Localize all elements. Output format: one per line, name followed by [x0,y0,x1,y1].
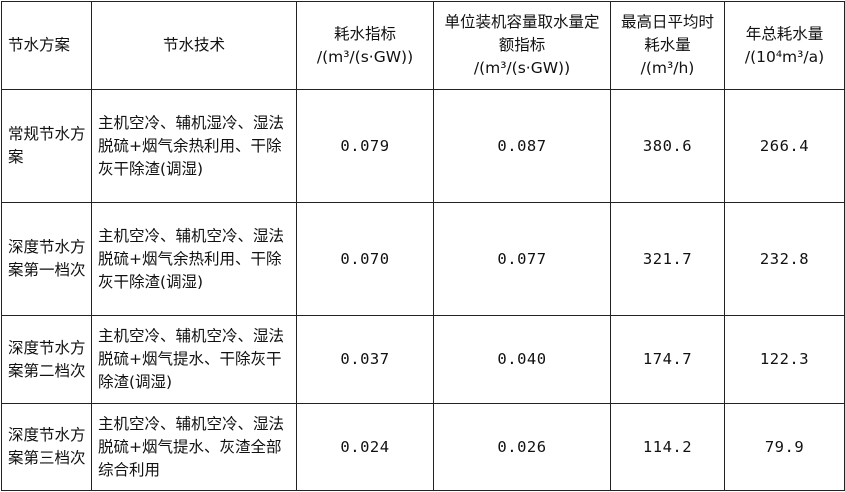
header-annual: 年总耗水量 /(10⁴m³/a) [724,1,845,90]
header-quota-label: 单位装机容量取水量定额指标 [444,13,600,54]
water-index-cell: 0.079 [296,89,434,203]
header-row: 节水方案 节水技术 耗水指标 /(m³/(s·GW)) 单位装机容量取水量定额指… [1,1,845,90]
table-row: 深度节水方案第三档次 主机空冷、辅机空冷、湿法脱硫+烟气提水、灰渣全部综合利用 … [1,403,845,491]
plan-cell: 深度节水方案第一档次 [1,202,92,316]
peak-hourly-cell: 114.2 [610,403,725,491]
header-quota: 单位装机容量取水量定额指标 /(m³/(s·GW)) [433,1,611,90]
header-annual-label: 年总耗水量 [745,24,824,43]
header-tech-label: 节水技术 [162,36,225,54]
plan-cell: 深度节水方案第二档次 [1,315,92,404]
header-tech: 节水技术 [91,1,297,90]
table-row: 深度节水方案第二档次 主机空冷、辅机空冷、湿法脱硫+烟气提水、干除灰干除渣(调湿… [1,315,845,404]
header-peak-hourly-unit: /(m³/h) [640,59,695,77]
quota-cell: 0.087 [433,89,611,203]
header-annual-unit: /(10⁴m³/a) [744,47,825,66]
header-water-index-label: 耗水指标 [333,24,396,43]
header-water-index: 耗水指标 /(m³/(s·GW)) [296,1,434,90]
table-row: 常规节水方案 主机空冷、辅机湿冷、湿法脱硫+烟气余热利用、干除灰干除渣(调湿) … [1,89,845,203]
plan-cell: 深度节水方案第三档次 [1,403,92,491]
tech-cell: 主机空冷、辅机湿冷、湿法脱硫+烟气余热利用、干除灰干除渣(调湿) [91,89,297,203]
tech-cell: 主机空冷、辅机空冷、湿法脱硫+烟气余热利用、干除灰干除渣(调湿) [91,202,297,316]
tech-cell: 主机空冷、辅机空冷、湿法脱硫+烟气提水、灰渣全部综合利用 [91,403,297,491]
tech-cell: 主机空冷、辅机空冷、湿法脱硫+烟气提水、干除灰干除渣(调湿) [91,315,297,404]
water-index-cell: 0.024 [296,403,434,491]
water-index-cell: 0.070 [296,202,434,316]
annual-cell: 79.9 [724,403,845,491]
annual-cell: 232.8 [724,202,845,316]
plan-cell: 常规节水方案 [1,89,92,203]
header-quota-unit: /(m³/(s·GW)) [473,59,571,77]
peak-hourly-cell: 321.7 [610,202,725,316]
annual-cell: 266.4 [724,89,845,203]
quota-cell: 0.077 [433,202,611,316]
water-index-cell: 0.037 [296,315,434,404]
table-row: 深度节水方案第一档次 主机空冷、辅机空冷、湿法脱硫+烟气余热利用、干除灰干除渣(… [1,202,845,316]
annual-cell: 122.3 [724,315,845,404]
header-plan-label: 节水方案 [8,36,71,54]
header-water-index-unit: /(m³/(s·GW)) [316,47,414,66]
peak-hourly-cell: 174.7 [610,315,725,404]
header-peak-hourly: 最高日平均时耗水量 /(m³/h) [610,1,725,90]
quota-cell: 0.040 [433,315,611,404]
header-peak-hourly-label: 最高日平均时耗水量 [620,13,714,54]
peak-hourly-cell: 380.6 [610,89,725,203]
quota-cell: 0.026 [433,403,611,491]
header-plan: 节水方案 [1,1,92,90]
